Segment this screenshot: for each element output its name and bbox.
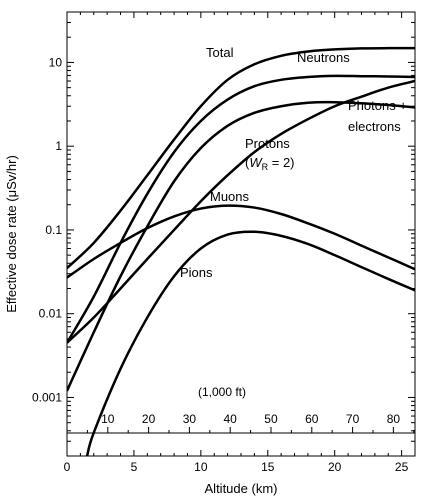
label-photons-line2: electrons <box>348 119 401 134</box>
y-tick-label: 0.001 <box>32 390 62 404</box>
series-line-photons-electrons <box>67 100 415 392</box>
x-tick-label: 0 <box>64 460 71 474</box>
ft-tick-label: 80 <box>387 412 401 426</box>
ft-tick-label: 60 <box>305 412 319 426</box>
protons-w: W <box>249 155 263 170</box>
series-line-muons <box>67 204 415 279</box>
label-neutrons: Neutrons <box>297 50 350 65</box>
secondary-x-axis-ticks: 10 20 30 40 50 60 70 80 <box>86 412 415 433</box>
y-tick-label: 0.1 <box>45 223 62 237</box>
x-tick-label: 20 <box>328 460 342 474</box>
x-tick-label: 10 <box>194 460 208 474</box>
label-photons-line1: Photons + <box>348 98 407 113</box>
label-total: Total <box>206 45 234 60</box>
series-layer <box>67 46 415 456</box>
ft-tick-label: 70 <box>346 412 360 426</box>
protons-open-paren: ( <box>245 155 250 170</box>
protons-rest: = 2) <box>268 155 294 170</box>
y-axis-label: Effective dose rate (μSv/hr) <box>4 155 19 313</box>
protons-w-subscript: R <box>262 162 269 172</box>
series-line-total <box>67 46 415 270</box>
label-muons: Muons <box>210 189 250 204</box>
y-tick-label: 1 <box>55 139 62 153</box>
x-tick-label: 25 <box>395 460 409 474</box>
x-tick-label: 15 <box>261 460 275 474</box>
secondary-axis-label: (1,000 ft) <box>198 385 246 399</box>
y-tick-label: 10 <box>49 55 63 69</box>
label-protons-line1: Protons <box>245 136 290 151</box>
x-axis-label: Altitude (km) <box>205 481 278 496</box>
ft-tick-label: 30 <box>183 412 197 426</box>
y-axis-ticks: 0.001 0.01 0.1 1 10 <box>32 11 415 457</box>
x-tick-label: 5 <box>131 460 138 474</box>
ft-tick-label: 10 <box>101 412 115 426</box>
series-line-protons <box>67 79 415 344</box>
series-line-neutrons <box>67 74 415 344</box>
label-pions: Pions <box>180 265 213 280</box>
series-line-pions <box>85 230 415 456</box>
ft-tick-label: 50 <box>264 412 278 426</box>
x-axis-ticks: 0 5 10 15 20 25 <box>64 12 409 474</box>
ft-tick-label: 20 <box>142 412 156 426</box>
ft-tick-label: 40 <box>224 412 238 426</box>
label-protons-line2: (WR = 2) <box>245 155 295 172</box>
y-tick-label: 0.01 <box>39 307 63 321</box>
